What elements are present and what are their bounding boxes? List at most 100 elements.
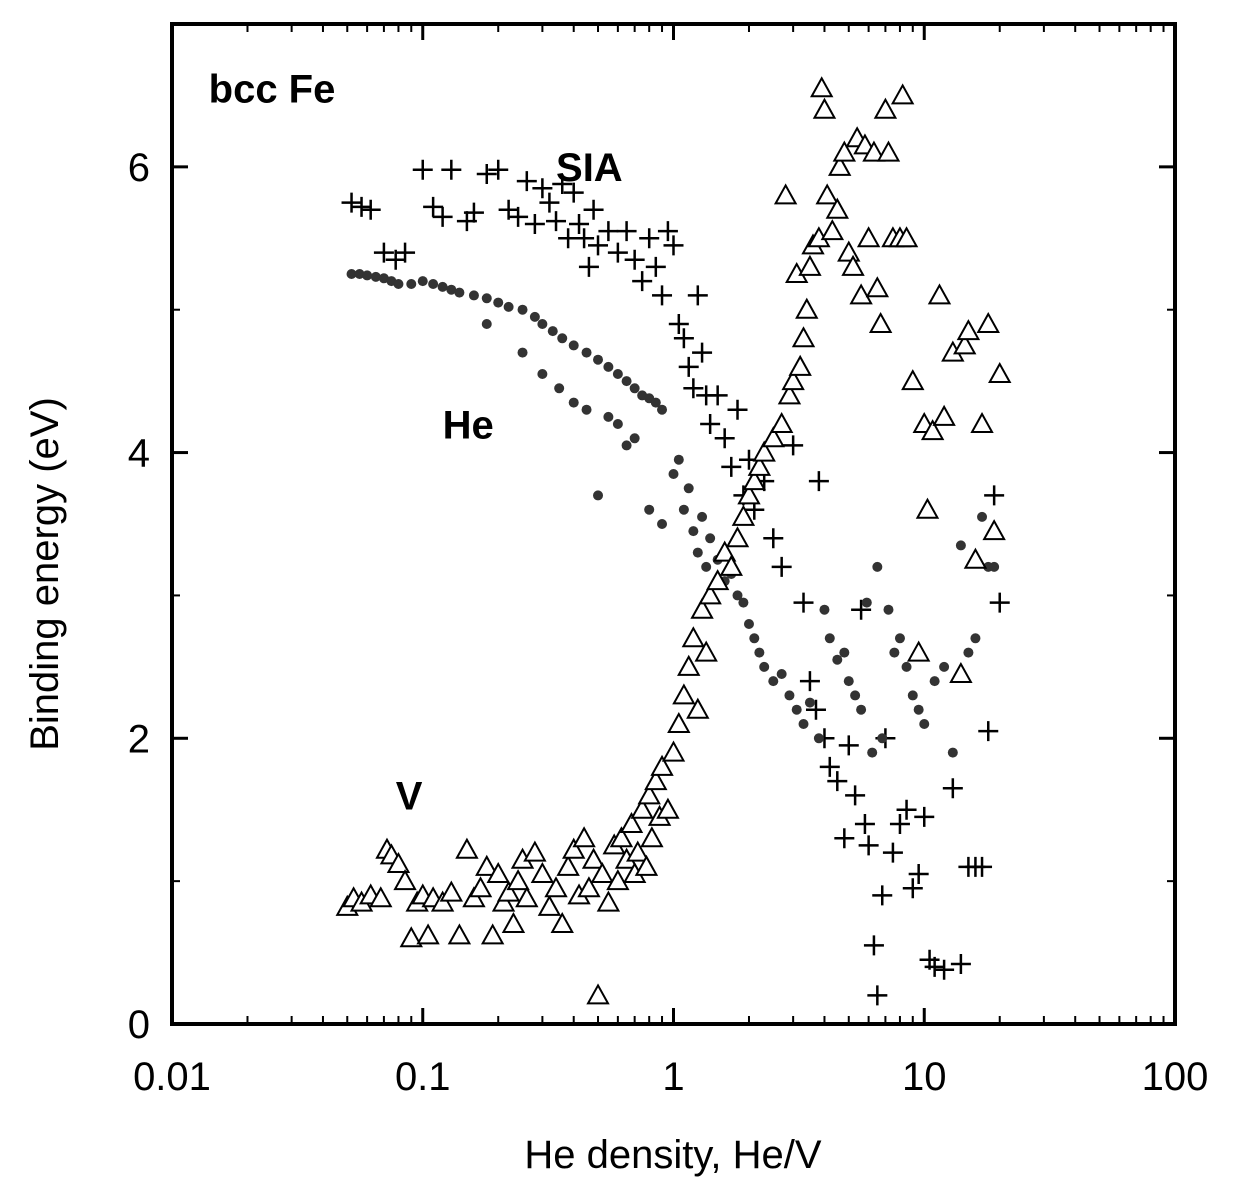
triangle-marker: [677, 654, 701, 676]
triangle-marker: [596, 890, 621, 912]
plus-marker: [673, 328, 694, 349]
plus-marker: [854, 814, 875, 834]
triangle-marker: [849, 283, 873, 305]
dot-marker: [554, 383, 565, 394]
triangle-marker: [690, 597, 714, 619]
triangle-marker: [475, 854, 499, 876]
triangle-marker: [705, 569, 730, 591]
dot-marker: [705, 533, 716, 544]
plus-marker: [851, 599, 872, 620]
triangle-marker: [650, 754, 674, 776]
triangle-marker: [747, 454, 772, 476]
dot-marker: [901, 661, 912, 672]
triangle-marker: [752, 440, 776, 462]
plus-marker: [668, 314, 689, 334]
triangle-marker: [609, 826, 634, 848]
dot-marker: [603, 411, 614, 422]
plus-marker: [950, 954, 971, 974]
plus-marker: [799, 671, 820, 692]
plus-marker: [808, 471, 829, 492]
triangle-marker: [556, 854, 580, 876]
dot-marker: [362, 270, 373, 281]
y-tick-label: 2: [128, 717, 150, 761]
series-v: [335, 76, 1012, 1005]
triangle-marker: [523, 840, 547, 862]
dot-marker: [568, 397, 579, 408]
plus-marker: [395, 242, 416, 263]
triangle-marker: [480, 923, 505, 945]
dot-marker: [657, 404, 668, 415]
dot-marker: [692, 547, 703, 558]
dot-marker: [877, 733, 888, 744]
triangle-marker: [988, 361, 1012, 383]
dot-marker: [955, 540, 966, 551]
triangle-marker: [581, 847, 606, 869]
plus-marker: [721, 456, 742, 477]
plus-marker: [624, 249, 645, 270]
triangle-marker: [820, 219, 845, 241]
dot-marker: [963, 647, 974, 658]
annotation-label: V: [396, 775, 423, 819]
plus-marker: [763, 528, 784, 549]
dot-marker: [843, 676, 854, 687]
dot-marker: [406, 279, 417, 289]
triangle-marker: [837, 240, 861, 262]
triangle-marker: [932, 404, 956, 426]
triangle-marker: [841, 254, 865, 276]
annotation-label: bcc Fe: [209, 68, 336, 112]
triangle-marker: [515, 886, 539, 908]
triangle-marker: [970, 411, 994, 433]
plus-marker: [934, 959, 955, 980]
dot-marker: [481, 293, 492, 304]
plus-marker: [678, 356, 699, 377]
triangle-marker: [506, 869, 530, 891]
plus-marker: [532, 178, 553, 199]
plus-marker: [984, 485, 1005, 506]
dot-marker: [832, 654, 843, 665]
plus-marker: [341, 192, 362, 213]
dot-marker: [872, 561, 883, 572]
plus-marker: [834, 828, 855, 849]
x-tick-label: 0.1: [395, 1055, 451, 1099]
dot-marker: [547, 326, 558, 337]
triangle-marker: [901, 369, 925, 391]
triangle-marker: [856, 226, 881, 248]
annotation-label: He: [443, 403, 494, 447]
dot-marker: [688, 526, 699, 537]
plus-marker: [524, 214, 545, 234]
dot-marker: [629, 383, 640, 394]
dot-marker: [977, 511, 988, 522]
dot-marker: [907, 690, 918, 701]
dot-marker: [819, 604, 830, 615]
dot-marker: [557, 333, 568, 344]
triangle-marker: [416, 923, 440, 945]
triangle-marker: [742, 469, 766, 491]
triangle-marker: [956, 319, 981, 341]
plus-marker: [896, 799, 917, 820]
plus-marker: [657, 221, 678, 242]
dot-marker: [354, 269, 365, 279]
dot-marker: [732, 590, 743, 601]
y-axis-title: Binding energy (eV): [23, 397, 67, 751]
x-tick-label: 10: [902, 1055, 947, 1099]
plus-marker: [432, 206, 453, 227]
plus-marker: [692, 342, 713, 363]
triangle-marker: [906, 640, 931, 662]
dot-marker: [537, 319, 548, 329]
triangle-marker: [876, 140, 901, 162]
triangle-marker: [812, 97, 837, 119]
dot-marker: [503, 301, 514, 312]
triangle-marker: [686, 697, 710, 719]
dot-marker: [612, 419, 623, 429]
plus-marker: [867, 985, 888, 1006]
dot-marker: [749, 633, 760, 644]
plus-marker: [845, 785, 866, 806]
dot-marker: [650, 397, 661, 408]
plus-marker: [632, 271, 653, 292]
plus-marker: [872, 885, 893, 906]
triangle-marker: [619, 811, 644, 833]
plus-marker: [882, 842, 903, 863]
plus-marker: [412, 159, 433, 180]
plus-marker: [838, 735, 859, 756]
